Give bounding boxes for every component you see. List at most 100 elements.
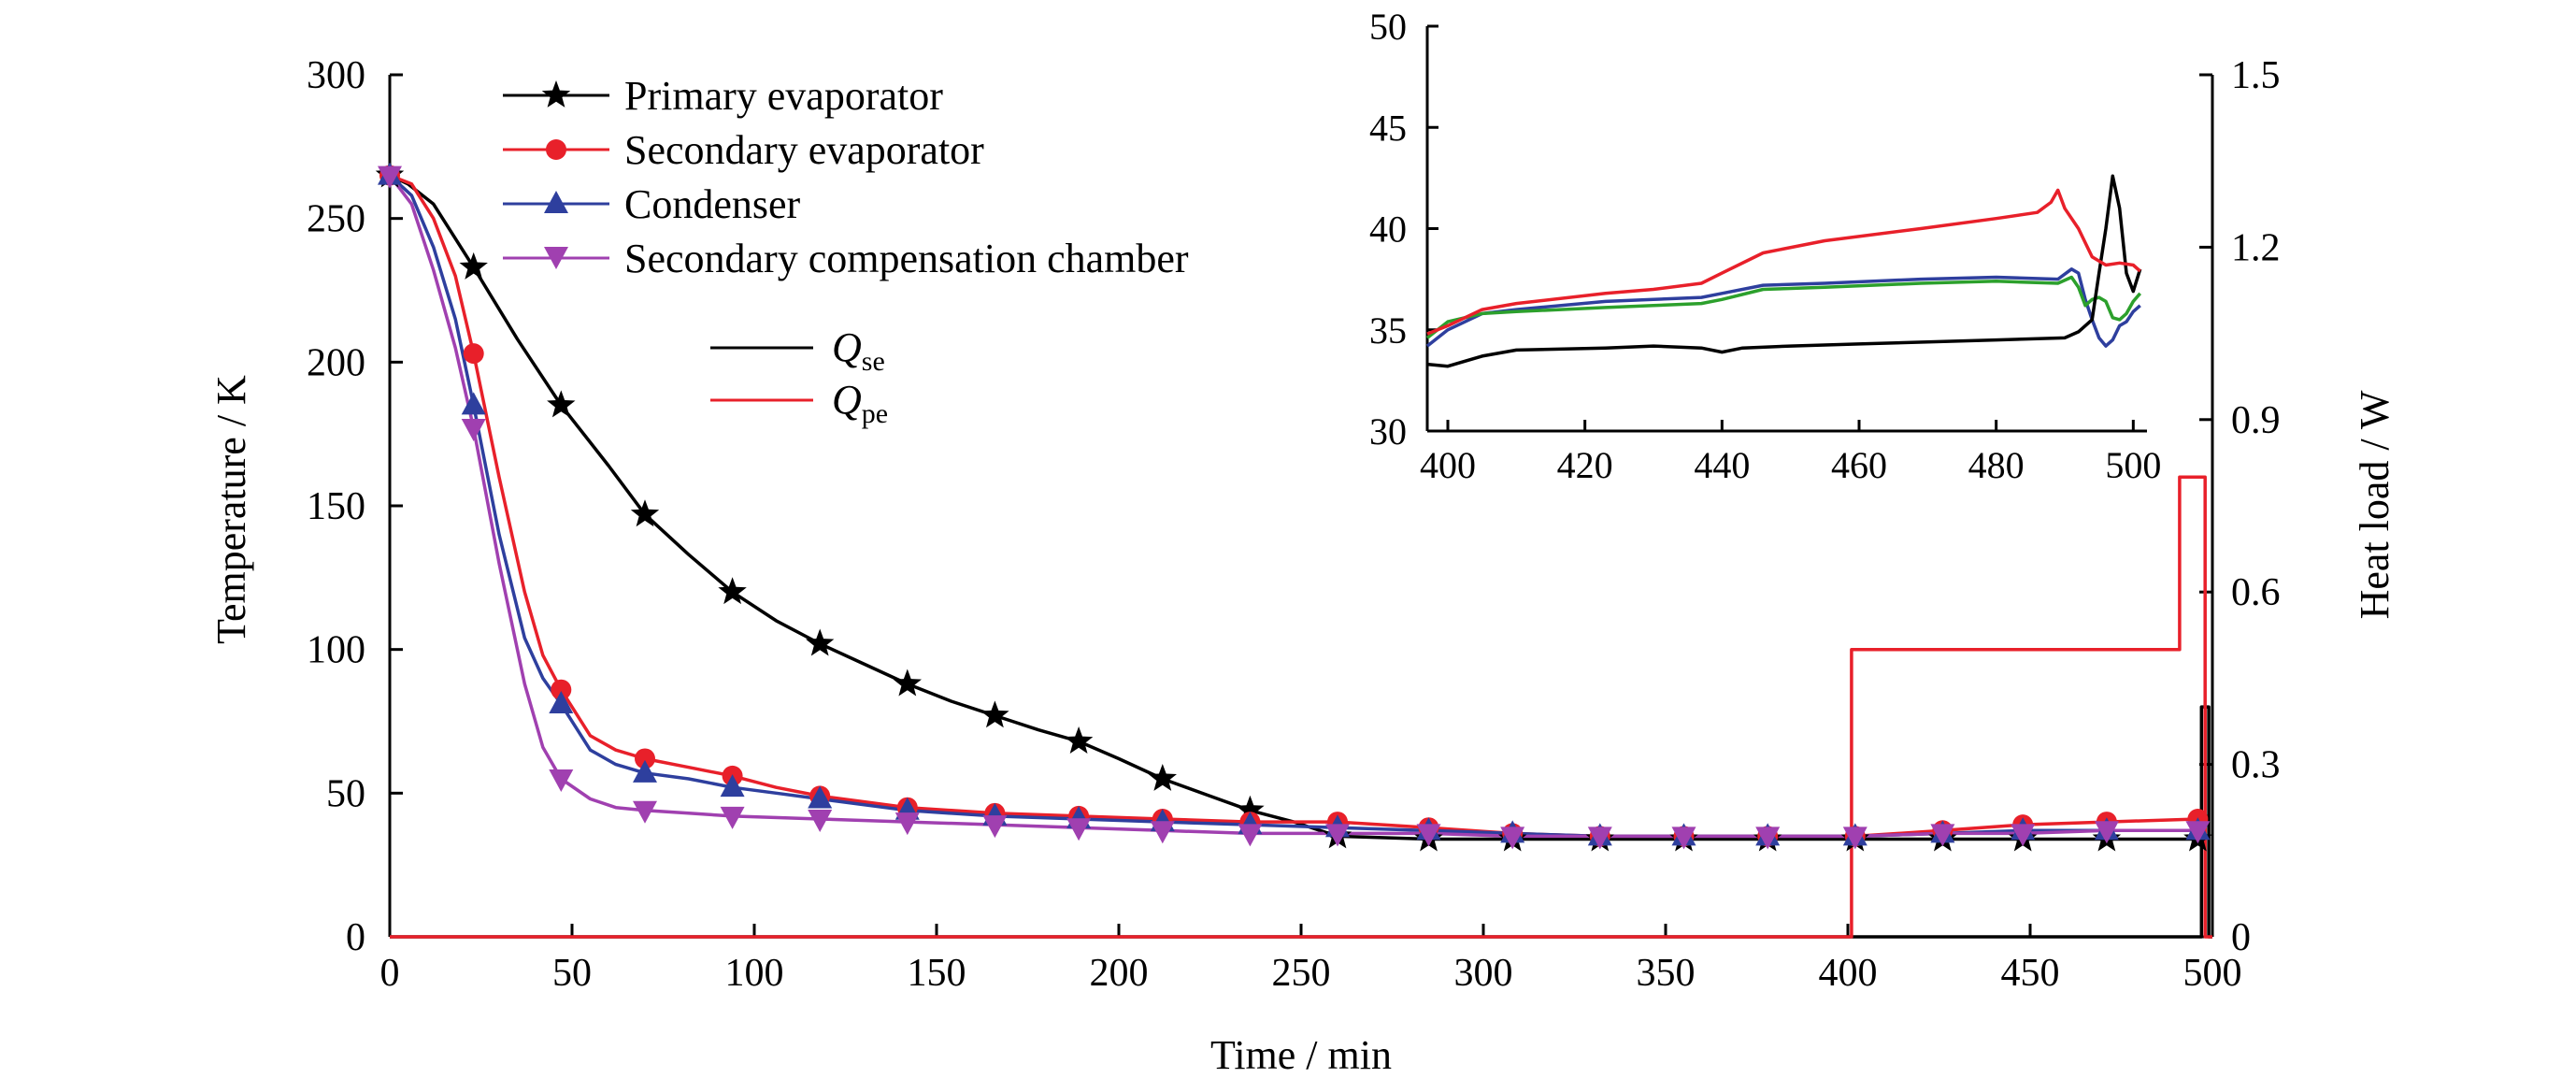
x-axis-title: Time / min bbox=[1210, 1032, 1392, 1078]
marker-secondary-compensation-chamber bbox=[1500, 826, 1525, 850]
marker-condenser bbox=[720, 774, 745, 798]
legend-label-secondary-compensation-chamber: Secondary compensation chamber bbox=[624, 236, 1189, 281]
inset-series-line-secondary-compensation-chamber bbox=[1425, 275, 2142, 339]
x-tick-label: 150 bbox=[908, 952, 966, 995]
marker-secondary-compensation-chamber bbox=[1930, 824, 1955, 847]
series-line-q-pe bbox=[390, 475, 2212, 939]
legend-marker-secondary-compensation-chamber bbox=[544, 247, 568, 269]
y-tick-label: 50 bbox=[326, 772, 365, 815]
marker-secondary-compensation-chamber bbox=[1671, 826, 1696, 850]
marker-primary-evaporator bbox=[459, 252, 488, 280]
x-tick-label: 250 bbox=[1272, 952, 1331, 995]
marker-primary-evaporator bbox=[1148, 764, 1177, 791]
legend-label-secondary-evaporator: Secondary evaporator bbox=[624, 127, 984, 173]
inset-series-line-secondary-evaporator bbox=[1426, 188, 2141, 336]
y2-tick-label: 1.2 bbox=[2231, 226, 2281, 269]
y-tick-label: 250 bbox=[307, 198, 365, 241]
marker-secondary-evaporator bbox=[635, 748, 655, 769]
inset-y-tick-label: 50 bbox=[1369, 6, 1407, 48]
marker-secondary-compensation-chamber bbox=[894, 812, 920, 836]
y2-tick-label: 0 bbox=[2231, 916, 2251, 959]
y-tick-label: 300 bbox=[307, 54, 365, 97]
inset-plot: 400 420 440 460 480 500 30 35 40 45 50 bbox=[1369, 6, 2161, 486]
marker-primary-evaporator bbox=[1064, 726, 1094, 754]
x-tick-label: 350 bbox=[1637, 952, 1696, 995]
marker-condenser bbox=[549, 691, 574, 714]
marker-condenser bbox=[461, 392, 486, 415]
x-tick-label: 450 bbox=[2001, 952, 2060, 995]
x-tick-label: 0 bbox=[380, 952, 400, 995]
marker-primary-evaporator bbox=[1236, 795, 1265, 823]
inset-x-tick-label: 500 bbox=[2105, 444, 2161, 486]
marker-secondary-compensation-chamber bbox=[2185, 821, 2211, 844]
marker-secondary-compensation-chamber bbox=[982, 815, 1008, 839]
legend-marker-condenser bbox=[544, 191, 568, 213]
marker-primary-evaporator bbox=[630, 499, 660, 527]
x-tick-label: 300 bbox=[1454, 952, 1513, 995]
marker-secondary-compensation-chamber bbox=[378, 165, 402, 189]
marker-secondary-compensation-chamber bbox=[2094, 821, 2119, 844]
y-tick-label: 150 bbox=[307, 485, 365, 528]
marker-primary-evaporator bbox=[718, 577, 747, 605]
series-line-primary-evaporator bbox=[389, 174, 2198, 841]
marker-secondary-compensation-chamber bbox=[1066, 818, 1092, 841]
marker-primary-evaporator bbox=[980, 700, 1009, 728]
y2-tick-label: 1.5 bbox=[2231, 54, 2281, 97]
marker-secondary-compensation-chamber bbox=[1325, 824, 1350, 847]
legend: Primary evaporator Secondary evaporator … bbox=[503, 73, 1189, 429]
marker-secondary-compensation-chamber bbox=[1150, 821, 1175, 844]
marker-primary-evaporator bbox=[547, 390, 576, 418]
marker-secondary-evaporator bbox=[551, 679, 572, 700]
y-tick-label: 200 bbox=[307, 341, 365, 384]
legend-marker-primary-evaporator bbox=[541, 80, 571, 108]
marker-primary-evaporator bbox=[806, 628, 835, 656]
inset-y-tick-label: 30 bbox=[1369, 410, 1407, 453]
x-tick-label: 400 bbox=[1819, 952, 1878, 995]
x-tick-label: 100 bbox=[725, 952, 784, 995]
marker-secondary-compensation-chamber bbox=[1238, 824, 1263, 847]
x-tick-label: 500 bbox=[2183, 952, 2242, 995]
x-tick-label: 50 bbox=[552, 952, 592, 995]
y2-tick-label: 0.9 bbox=[2231, 399, 2281, 442]
marker-secondary-compensation-chamber bbox=[1842, 826, 1868, 850]
marker-secondary-compensation-chamber bbox=[1587, 826, 1612, 850]
y-axis-title: Temperature / K bbox=[208, 375, 254, 644]
marker-secondary-compensation-chamber bbox=[1755, 826, 1781, 850]
y-tick-label: 100 bbox=[307, 629, 365, 672]
marker-secondary-compensation-chamber bbox=[720, 806, 745, 829]
legend-label-primary-evaporator: Primary evaporator bbox=[624, 73, 943, 119]
inset-series-line-primary-evaporator bbox=[1426, 174, 2142, 368]
inset-x-tick-label: 480 bbox=[1968, 444, 2025, 486]
marker-secondary-compensation-chamber bbox=[2011, 824, 2036, 847]
inset-y-tick-label: 40 bbox=[1369, 208, 1407, 251]
marker-secondary-compensation-chamber bbox=[549, 769, 574, 792]
inset-y-tick-label: 45 bbox=[1369, 107, 1407, 149]
legend-label-q-se: Qse bbox=[832, 324, 885, 377]
x-tick-label: 200 bbox=[1090, 952, 1149, 995]
inset-x-tick-label: 420 bbox=[1557, 444, 1613, 486]
inset-x-tick-label: 440 bbox=[1694, 444, 1750, 486]
legend-label-condenser: Condenser bbox=[624, 181, 801, 227]
y-tick-label: 0 bbox=[346, 916, 365, 959]
marker-condenser bbox=[633, 759, 657, 783]
marker-secondary-compensation-chamber bbox=[633, 800, 657, 824]
y2-axis-title: Heat load / W bbox=[2352, 390, 2397, 619]
inset-ticks: 400 420 440 460 480 500 30 35 40 45 50 bbox=[1369, 6, 2161, 486]
inset-x-tick-label: 460 bbox=[1831, 444, 1887, 486]
marker-secondary-compensation-chamber bbox=[808, 809, 833, 832]
inset-series-line-condenser bbox=[1425, 267, 2141, 348]
legend-marker-secondary-evaporator bbox=[546, 139, 566, 160]
inset-y-tick-label: 35 bbox=[1369, 309, 1407, 352]
legend-label-q-pe: Qpe bbox=[832, 377, 888, 429]
inset-series bbox=[1425, 174, 2142, 368]
marker-secondary-evaporator bbox=[463, 343, 484, 365]
marker-secondary-compensation-chamber bbox=[1416, 824, 1441, 847]
inset-x-tick-label: 400 bbox=[1420, 444, 1476, 486]
y2-tick-label: 0.3 bbox=[2231, 744, 2281, 787]
marker-condenser bbox=[808, 785, 833, 809]
main-plot: 0 50 100 150 200 250 300 350 400 450 5000501001502… bbox=[208, 54, 2397, 1078]
main-ticks: 0 50 100 150 200 250 300 350 400 450 5000501001502… bbox=[307, 54, 2281, 995]
marker-secondary-compensation-chamber bbox=[461, 419, 486, 442]
inset-frame bbox=[1427, 26, 2147, 431]
